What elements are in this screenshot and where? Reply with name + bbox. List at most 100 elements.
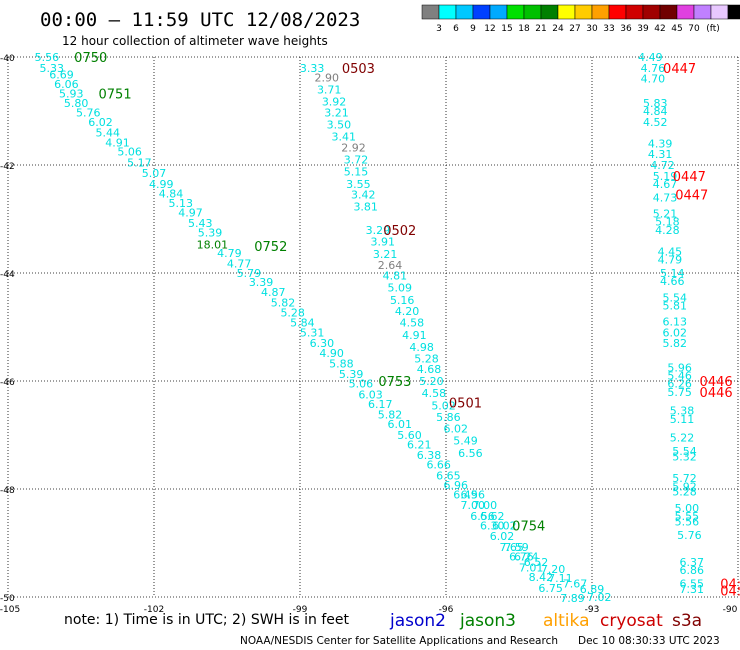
wave-height-value: 6.37 <box>680 556 705 569</box>
wave-height-value: 2.92 <box>341 142 366 155</box>
wave-height-value: 5.20 <box>419 375 444 388</box>
wave-height-value: 7.65 <box>499 541 524 554</box>
wave-height-value: 6.24 <box>514 551 539 564</box>
wave-height-value: 7.11 <box>548 572 573 585</box>
wave-height-value: 5.55 <box>675 510 700 523</box>
pass-time-label: 0447 <box>673 170 706 185</box>
colorbar-swatch <box>421 4 440 20</box>
wave-height-value: 6.02 <box>443 423 468 436</box>
wave-height-value: 8.42 <box>529 571 554 584</box>
colorbar-swatch <box>455 4 474 20</box>
wave-height-value: 5.54 <box>662 291 687 304</box>
colorbar-swatch <box>710 4 729 20</box>
legend-jason2: jason2 <box>389 611 446 631</box>
wave-height-value: 5.79 <box>237 267 262 280</box>
wave-height-value: 4.87 <box>261 286 286 299</box>
wave-height-value: 5.11 <box>670 413 695 426</box>
wave-height-value: 5.17 <box>127 156 152 169</box>
wave-height-value: 6.65 <box>436 470 461 483</box>
wave-height-value: 3.71 <box>317 83 342 96</box>
wave-height-value: 3.42 <box>351 189 376 202</box>
wave-height-value: 5.22 <box>670 432 695 445</box>
wave-height-value: 5.28 <box>414 352 439 365</box>
colorbar-label: 27 <box>569 24 580 34</box>
wave-height-value: 6.21 <box>407 439 432 452</box>
wave-height-value: 6.30 <box>310 337 335 350</box>
wave-height-value: 3.92 <box>322 95 347 108</box>
colorbar-label: 9 <box>470 24 476 34</box>
wave-height-value: 5.28 <box>672 486 697 499</box>
x-tick-label: -99 <box>293 605 308 615</box>
colorbar-swatch <box>693 4 712 20</box>
wave-height-value: 5.84 <box>290 317 315 330</box>
wave-height-value: 6.55 <box>680 578 705 591</box>
y-tick-label: -42 <box>0 162 15 172</box>
pass-time-label: 0752 <box>254 240 287 255</box>
wave-height-value: 3.41 <box>332 130 357 143</box>
legend-jason3: jason3 <box>459 611 516 631</box>
wave-height-value: 6.86 <box>680 564 705 577</box>
wave-height-value: 6.06 <box>54 78 79 91</box>
wave-height-value: 4.97 <box>178 207 203 220</box>
colorbar-label: 18 <box>518 24 530 34</box>
x-tick-label: -102 <box>144 605 164 615</box>
wave-height-value: 4.39 <box>648 137 673 150</box>
pass-time-labels: 0750 0751 0752 0753 0754 0503 0502 0501 0447 0447… <box>74 51 740 600</box>
wave-height-value: 5.82 <box>378 408 403 421</box>
wave-height-value: 18.01 <box>197 238 229 251</box>
pass-time-label: 0750 <box>74 51 107 66</box>
colorbar-swatch <box>659 4 678 20</box>
colorbar-label: 36 <box>620 24 632 34</box>
colorbar-swatch <box>523 4 542 20</box>
x-tick-label: -105 <box>0 605 20 615</box>
wave-height-value: 4.91 <box>402 329 427 342</box>
wave-height-value: 5.49 <box>453 434 478 447</box>
wave-height-value: 6.30 <box>480 520 505 533</box>
chart-subtitle: 12 hour collection of altimeter wave hei… <box>62 34 328 48</box>
wave-height-value: 4.77 <box>227 257 252 270</box>
colorbar-label: 12 <box>484 24 495 34</box>
wave-height-value: 4.70 <box>641 73 666 86</box>
wave-height-value: 6.52 <box>524 556 549 569</box>
colorbar-swatch <box>591 4 610 20</box>
wave-height-value: 6.49 <box>453 488 478 501</box>
wave-height-value: 5.43 <box>188 217 213 230</box>
wave-height-value: 6.26 <box>667 378 692 391</box>
wave-height-value: 5.44 <box>96 127 121 140</box>
colorbar-swatch <box>642 4 661 20</box>
wave-height-value: 4.49 <box>638 51 663 64</box>
colorbar-swatch <box>676 4 695 20</box>
colorbar-swatch <box>489 4 508 20</box>
wave-height-value: 3.33 <box>300 62 325 75</box>
wave-height-value: 5.15 <box>344 165 369 178</box>
chart-title: 00:00 – 11:59 UTC 12/08/2023 <box>40 9 360 31</box>
wave-height-value: 5.16 <box>390 294 415 307</box>
wave-height-value: 5.09 <box>388 282 413 295</box>
wave-height-value: 5.14 <box>660 267 685 280</box>
wave-height-value: 5.86 <box>436 411 461 424</box>
colorbar-label: 6 <box>453 24 459 34</box>
x-tick-label: -90 <box>723 605 738 615</box>
colorbar: 3 6 9 12 15 18 21 24 27 30 33 36 39 42 45 70 (ft) <box>421 4 740 34</box>
wave-height-value: 6.56 <box>470 510 495 523</box>
wave-height-value: 5.80 <box>64 97 89 110</box>
wave-height-value: 6.96 <box>443 479 468 492</box>
wave-height-value: 4.28 <box>655 224 680 237</box>
data-points: 5.565.336.696.065.935.805.766.025.444.91… <box>35 51 704 605</box>
pass-time-label: 0501 <box>449 397 482 412</box>
wave-height-value: 3.50 <box>327 119 352 132</box>
wave-height-value: 4.20 <box>395 305 420 318</box>
footer-timestamp: Dec 10 08:30:33 UTC 2023 <box>578 635 720 647</box>
footer-note: note: 1) Time is in UTC; 2) SWH is in fe… <box>64 612 350 628</box>
colorbar-label: 15 <box>501 24 512 34</box>
wave-height-value: 4.84 <box>643 105 668 118</box>
wave-height-value: 6.69 <box>49 68 74 81</box>
wave-height-value: 5.00 <box>675 502 700 515</box>
wave-height-value: 5.46 <box>667 370 692 383</box>
wave-height-value: 5.33 <box>40 62 65 75</box>
wave-height-value: 7.00 <box>473 499 498 512</box>
colorbar-label: 45 <box>671 24 682 34</box>
pass-time-label: 04: <box>720 585 740 600</box>
axes: -40 -42 -44 -46 -48 -50-105 -102 -99 -96 -93 -90 <box>0 54 738 615</box>
x-tick-label: -96 <box>439 605 454 615</box>
